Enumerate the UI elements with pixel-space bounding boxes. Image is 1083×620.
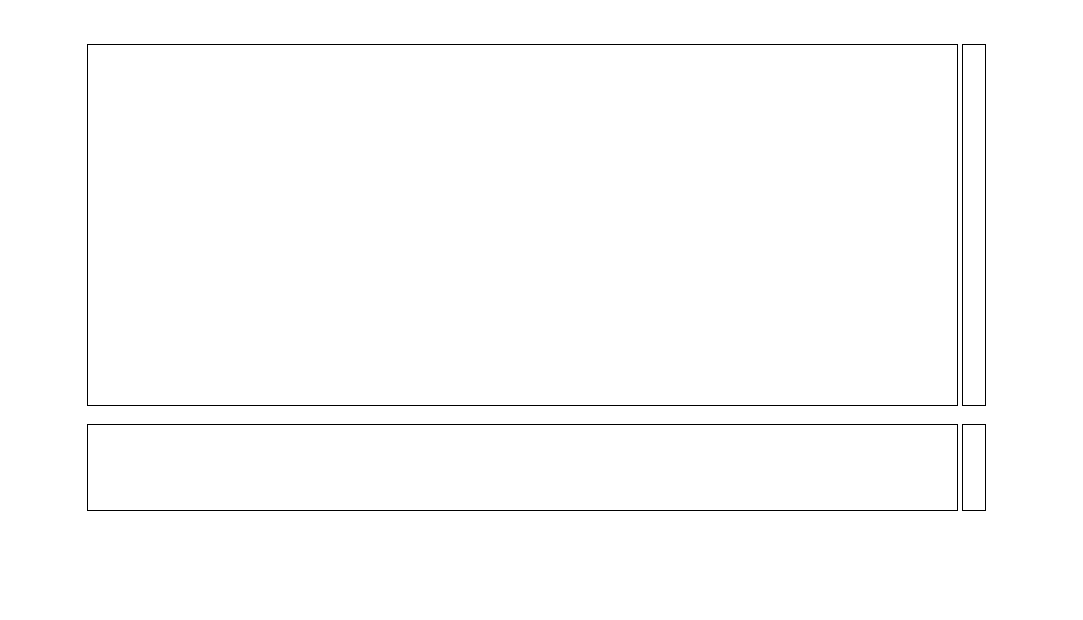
lfc-colorbar (962, 424, 986, 511)
sfc-colorbar (962, 44, 986, 406)
sfc-spectrogram-canvas (88, 45, 957, 405)
lfc-colorbar-gradient (963, 425, 985, 510)
sfc-colorbar-gradient (963, 45, 985, 405)
lfc-plot-panel (87, 424, 958, 511)
lfc-spectrogram-canvas (88, 425, 957, 510)
sfc-plot-panel (87, 44, 958, 406)
